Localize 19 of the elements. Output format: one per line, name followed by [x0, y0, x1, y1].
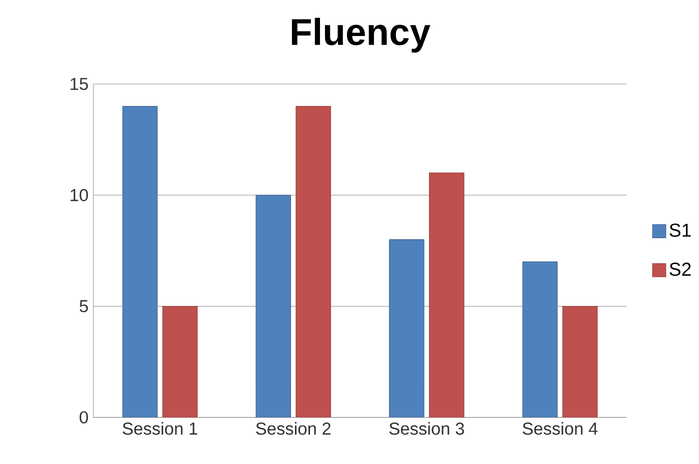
bar — [389, 239, 424, 418]
legend-label: S2 — [670, 262, 691, 276]
x-tick-label: Session 3 — [389, 422, 464, 435]
y-tick-label: 0 — [80, 411, 88, 424]
chart-title: Fluency — [292, 18, 430, 53]
bar — [122, 106, 158, 418]
x-tick-label: Session 4 — [522, 422, 598, 435]
y-tick-label: 15 — [70, 78, 88, 90]
bar — [429, 172, 464, 418]
bar — [256, 194, 291, 418]
y-tick-label: 10 — [70, 188, 88, 202]
legend-label: S1 — [670, 224, 691, 237]
y-tick-label: 5 — [80, 300, 88, 312]
bar — [522, 262, 558, 418]
bar — [162, 306, 198, 418]
bar — [562, 306, 598, 418]
bar — [296, 106, 331, 418]
x-tick-label: Session 2 — [256, 422, 330, 435]
x-tick-label: Session 1 — [122, 422, 198, 435]
